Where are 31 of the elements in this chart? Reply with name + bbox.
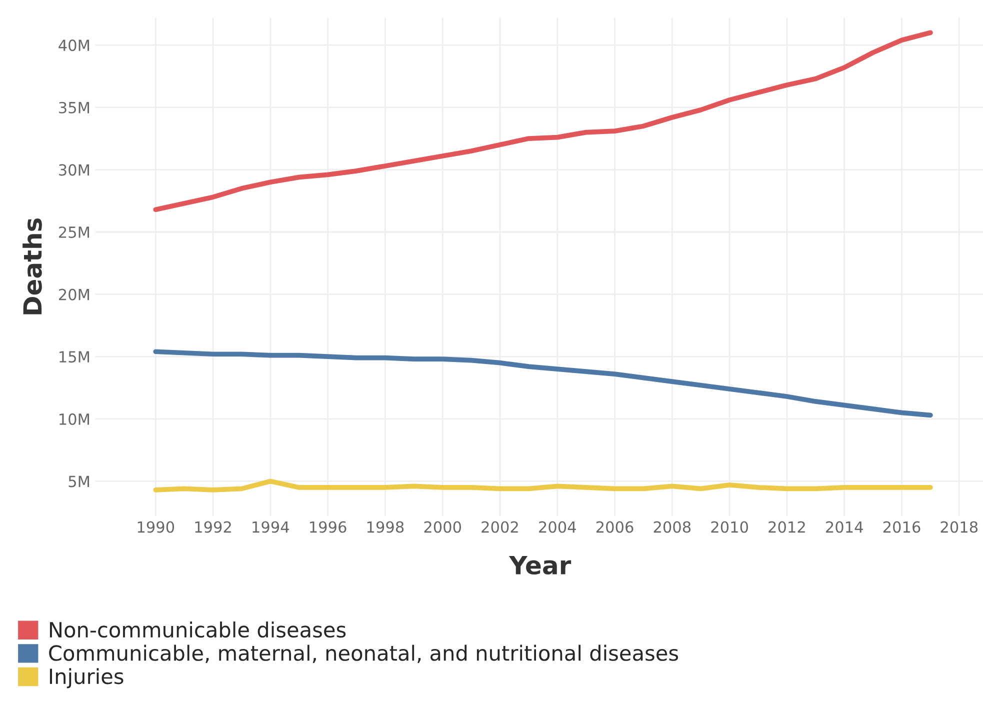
line-series	[153, 349, 933, 418]
x-tick-label: 2006	[596, 521, 634, 533]
x-tick-label: 2008	[654, 521, 691, 533]
x-tick-label: 2014	[826, 521, 863, 533]
legend-label: Injuries	[50, 668, 124, 688]
y-tick-label: 20M	[58, 288, 89, 300]
y-tick-label: 15M	[60, 351, 89, 363]
line-series	[153, 30, 933, 212]
x-tick-label: 2012	[768, 521, 805, 533]
line-series	[153, 478, 933, 492]
x-axis-title: Year	[508, 556, 572, 575]
x-tick-label: 1998	[367, 521, 404, 533]
y-tick-label: 40M	[58, 40, 89, 52]
x-tick-label: 2018	[940, 521, 978, 533]
x-tick-label: 2000	[424, 521, 462, 533]
x-tick-label: 2016	[883, 521, 920, 533]
legend-label: Communicable, maternal, neonatal, and nutritional diseases	[49, 644, 678, 664]
x-tick-label: 1994	[252, 521, 289, 533]
y-tick-label: 10M	[60, 413, 89, 425]
x-tick-label: 1996	[310, 521, 346, 533]
y-tick-label: 5M	[68, 476, 89, 488]
legend-label: Non-communicable diseases	[50, 622, 346, 638]
x-tick-label: 2010	[711, 521, 748, 533]
x-tick-label: 1992	[195, 521, 231, 533]
y-axis-title: Deaths	[22, 218, 42, 314]
x-tick-label: 2004	[539, 521, 576, 533]
x-tick-label: 1990	[138, 521, 174, 533]
x-tick-label: 2002	[482, 521, 518, 533]
y-tick-label: 30M	[59, 164, 89, 176]
y-tick-label: 35M	[59, 102, 89, 114]
y-tick-label: 25M	[58, 226, 89, 238]
